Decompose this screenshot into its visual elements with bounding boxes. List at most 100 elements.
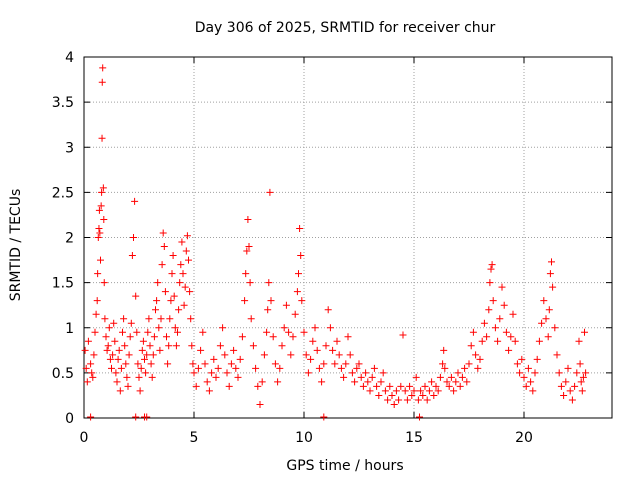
y-tick-label: 3 — [65, 140, 74, 156]
data-point — [242, 270, 250, 278]
data-point — [287, 351, 295, 359]
data-point — [478, 337, 486, 345]
data-point — [576, 360, 584, 368]
data-point — [581, 328, 588, 336]
y-tick-label: 2.5 — [52, 185, 74, 201]
data-point — [167, 297, 175, 305]
data-point — [333, 337, 341, 345]
data-point — [103, 346, 111, 354]
data-point — [98, 134, 106, 142]
data-point — [368, 373, 376, 381]
data-point — [335, 351, 343, 359]
data-point — [555, 369, 563, 377]
data-point — [185, 256, 192, 264]
data-point — [274, 378, 282, 386]
data-point — [384, 396, 392, 404]
data-point — [364, 378, 372, 386]
data-point — [450, 387, 458, 395]
data-point — [278, 342, 286, 350]
data-point — [87, 413, 95, 421]
data-point — [408, 391, 416, 399]
data-point — [199, 328, 207, 336]
data-point — [390, 400, 398, 408]
data-point — [397, 382, 405, 390]
data-point — [520, 373, 528, 381]
data-point — [500, 301, 508, 309]
data-point — [476, 355, 484, 363]
data-point — [533, 355, 541, 363]
data-point — [401, 387, 409, 395]
data-point — [98, 188, 106, 196]
data-point — [373, 382, 381, 390]
data-point — [529, 387, 537, 395]
data-point — [109, 351, 117, 359]
data-point — [143, 413, 151, 421]
data-point — [417, 387, 425, 395]
x-tick-label: 20 — [515, 430, 533, 446]
data-point — [125, 351, 133, 359]
data-point — [454, 369, 462, 377]
data-point — [535, 337, 543, 345]
data-point — [265, 279, 273, 287]
data-point — [527, 378, 535, 386]
data-point — [456, 382, 464, 390]
data-point — [123, 373, 131, 381]
data-point — [131, 197, 139, 205]
data-point — [549, 283, 557, 291]
data-point — [83, 378, 91, 386]
data-point — [421, 382, 429, 390]
data-point — [246, 279, 254, 287]
data-point — [93, 297, 101, 305]
data-point — [568, 396, 576, 404]
data-point — [146, 342, 154, 350]
data-point — [156, 346, 164, 354]
data-point — [531, 369, 539, 377]
data-point — [370, 364, 378, 372]
data-point — [403, 396, 411, 404]
data-point — [315, 364, 323, 372]
data-point — [324, 306, 332, 314]
data-point — [179, 270, 187, 278]
data-point — [232, 364, 240, 372]
data-point — [161, 288, 169, 296]
data-point — [189, 360, 197, 368]
data-point — [183, 232, 191, 240]
data-point — [234, 373, 242, 381]
data-point — [99, 64, 107, 72]
data-point — [166, 315, 174, 323]
data-point — [102, 333, 110, 341]
data-point — [134, 360, 142, 368]
data-point — [245, 243, 253, 251]
data-point — [566, 387, 574, 395]
data-point — [160, 243, 168, 251]
data-point — [293, 288, 301, 296]
data-point — [190, 369, 198, 377]
data-point — [447, 373, 455, 381]
data-point — [540, 297, 548, 305]
data-point — [108, 364, 115, 372]
data-point — [414, 396, 422, 404]
data-point — [236, 355, 244, 363]
data-point — [291, 310, 299, 318]
data-point — [158, 261, 166, 269]
data-point — [136, 387, 144, 395]
data-point — [436, 373, 444, 381]
data-point — [210, 355, 218, 363]
data-point — [97, 202, 105, 210]
data-point — [139, 337, 147, 345]
data-point — [486, 279, 494, 287]
data-point — [130, 234, 137, 241]
data-point — [538, 319, 546, 327]
data-point — [489, 297, 497, 305]
y-tick-label: 3.5 — [52, 95, 74, 111]
data-point — [434, 387, 442, 395]
data-point — [440, 346, 448, 354]
data-point — [344, 333, 352, 341]
data-point — [153, 297, 161, 305]
data-point — [117, 364, 125, 372]
data-point — [300, 328, 308, 336]
data-point — [439, 360, 447, 368]
data-point — [553, 351, 561, 359]
data-point — [172, 342, 180, 350]
data-point — [346, 351, 354, 359]
